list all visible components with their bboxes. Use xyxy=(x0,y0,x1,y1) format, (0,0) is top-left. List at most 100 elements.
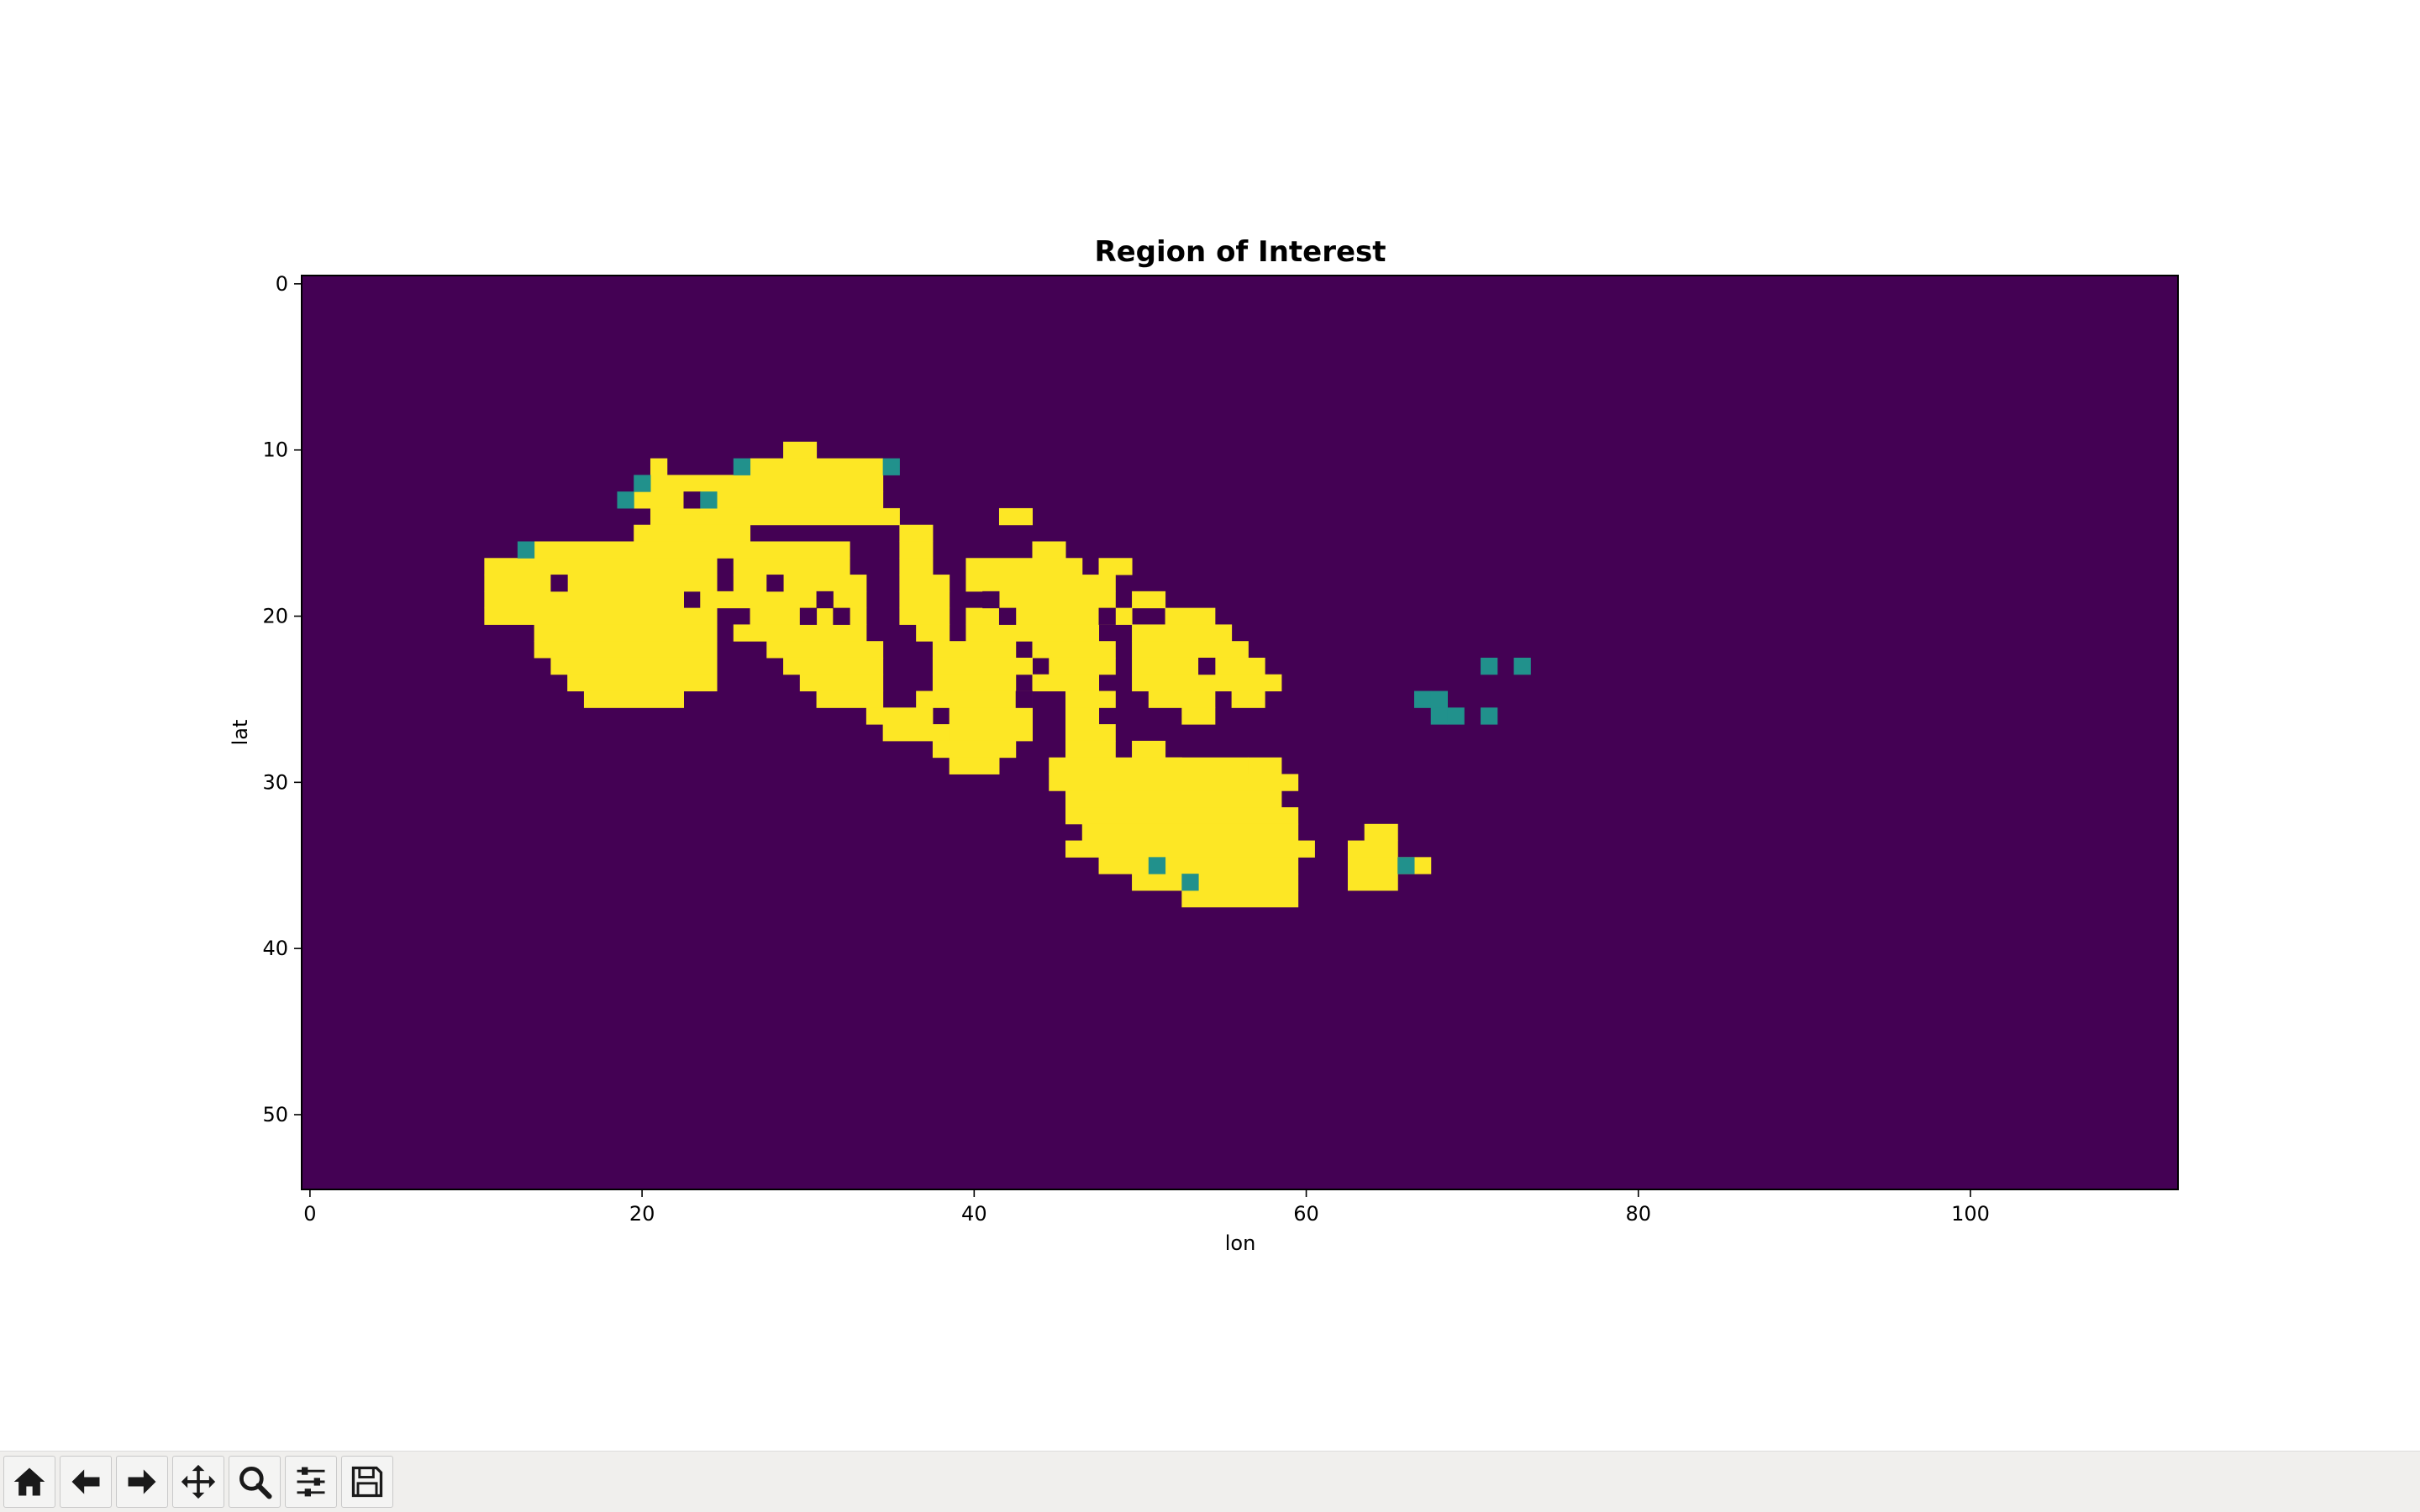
heatmap-cell-run xyxy=(899,575,950,592)
configure-subplots-button[interactable] xyxy=(285,1456,337,1508)
heatmap-cell-run xyxy=(1032,641,1116,659)
heatmap-cell xyxy=(700,491,718,509)
zoom-icon xyxy=(239,1467,272,1499)
heatmap-cell-run xyxy=(700,591,867,609)
heatmap-cell-run xyxy=(1364,823,1398,842)
heatmap-cell-run xyxy=(1065,707,1100,725)
heatmap-cell-run xyxy=(899,558,934,575)
heatmap-cell-run xyxy=(650,475,884,492)
heatmap-cell-run xyxy=(717,491,884,509)
heatmap-cell-run xyxy=(1248,757,1282,774)
heatmap-cell xyxy=(550,575,568,592)
heatmap-chart: Region of Interest 0 20 40 60 80 100 0 10 20 30 4… xyxy=(229,235,2179,1255)
x-tick-label: 0 xyxy=(303,1202,316,1226)
heatmap-cell-run xyxy=(1065,840,1315,858)
heatmap-cell-run xyxy=(932,740,1017,759)
heatmap-cell-run xyxy=(1165,607,1216,625)
heatmap-cell-run xyxy=(1132,740,1166,759)
heatmap-cell-run xyxy=(750,458,884,475)
heatmap-cell-run xyxy=(1032,541,1066,559)
heatmap-cell-run xyxy=(534,641,718,659)
heatmap-cell xyxy=(816,591,834,609)
heatmap-cell-run xyxy=(916,624,950,642)
heatmap-cell-run xyxy=(916,690,1033,708)
y-tick-label: 10 xyxy=(262,438,288,462)
home-button[interactable] xyxy=(3,1456,55,1508)
heatmap-cell xyxy=(1098,607,1116,625)
heatmap-cell xyxy=(1447,707,1465,725)
back-button[interactable] xyxy=(60,1456,112,1508)
axes-frame xyxy=(301,275,2179,1190)
forward-icon xyxy=(128,1469,156,1494)
heatmap-cell-run xyxy=(766,641,884,659)
x-tick-label: 40 xyxy=(961,1202,987,1226)
heatmap-cell-run xyxy=(1347,857,1432,874)
heatmap-cell-run xyxy=(1049,774,1265,791)
heatmap-cell-run xyxy=(1132,641,1249,659)
heatmap-cell-run xyxy=(650,458,668,475)
heatmap-cell-run xyxy=(949,724,1033,742)
save-button[interactable] xyxy=(341,1456,393,1508)
heatmap-cell-run xyxy=(733,558,850,575)
heatmap-cell xyxy=(882,458,900,475)
heatmap-cell-run xyxy=(484,558,718,575)
heatmap-cell-run xyxy=(1065,724,1116,742)
heatmap-cell-run xyxy=(865,707,934,725)
heatmap-cell-run xyxy=(799,674,884,692)
back-icon xyxy=(71,1469,100,1494)
heatmap-cell-run xyxy=(965,575,1116,592)
heatmap-cell-run xyxy=(1049,657,1116,675)
heatmap-cell-run xyxy=(899,524,934,543)
home-icon xyxy=(13,1467,45,1496)
heatmap-cell-run xyxy=(1065,790,1282,808)
heatmap-cell-run xyxy=(567,674,718,692)
heatmap-cell xyxy=(1413,690,1432,708)
heatmap-cell xyxy=(1397,857,1415,874)
heatmap-cell-run xyxy=(650,507,900,526)
heatmap-cells xyxy=(302,276,2178,1189)
heatmap-cell-run xyxy=(1065,740,1116,759)
x-axis-label: lon xyxy=(1225,1231,1256,1255)
forward-button[interactable] xyxy=(116,1456,168,1508)
heatmap-cell-run xyxy=(583,690,685,708)
heatmap-cell xyxy=(1513,657,1531,675)
heatmap-cell-run xyxy=(534,541,850,559)
heatmap-cell-run xyxy=(1132,674,1282,692)
y-axis-label: lat xyxy=(229,720,252,746)
x-tick-label: 60 xyxy=(1293,1202,1319,1226)
heatmap-cell-run xyxy=(550,657,718,675)
heatmap-cell-run xyxy=(899,541,934,559)
heatmap-cell-run xyxy=(733,575,867,592)
heatmap-cell xyxy=(1198,657,1216,675)
configure-subplots-icon xyxy=(297,1467,325,1497)
x-tick-label: 80 xyxy=(1625,1202,1651,1226)
heatmap-cell xyxy=(1430,707,1449,725)
heatmap-cell-run xyxy=(484,575,718,592)
heatmap-cell-run xyxy=(783,657,884,675)
heatmap-cell-run xyxy=(1049,757,1182,774)
heatmap-cell-run xyxy=(1065,690,1116,708)
heatmap-cell xyxy=(833,607,850,625)
x-tick-label: 20 xyxy=(629,1202,655,1226)
heatmap-cell-run xyxy=(733,624,867,642)
heatmap-cell-run xyxy=(1032,674,1100,692)
heatmap-cell-run xyxy=(949,707,1033,725)
heatmap-cell-run xyxy=(783,441,818,459)
heatmap-background xyxy=(302,276,2178,1189)
zoom-button[interactable] xyxy=(229,1456,281,1508)
heatmap-cell xyxy=(1015,690,1033,708)
heatmap-cell xyxy=(1430,690,1449,708)
save-icon xyxy=(351,1466,383,1498)
pan-icon xyxy=(181,1464,216,1499)
heatmap-cell xyxy=(634,475,651,492)
heatmap-cell-run xyxy=(949,757,1000,774)
chart-title: Region of Interest xyxy=(1094,235,1386,269)
heatmap-cell-run xyxy=(1148,690,1216,708)
heatmap-cell xyxy=(683,491,701,509)
heatmap-cell-run xyxy=(932,674,1017,692)
heatmap-cell xyxy=(1181,874,1199,891)
heatmap-cell-run xyxy=(634,524,751,543)
heatmap-cell-run xyxy=(932,657,1033,675)
pan-button[interactable] xyxy=(172,1456,224,1508)
heatmap-cell-run xyxy=(1347,840,1398,858)
